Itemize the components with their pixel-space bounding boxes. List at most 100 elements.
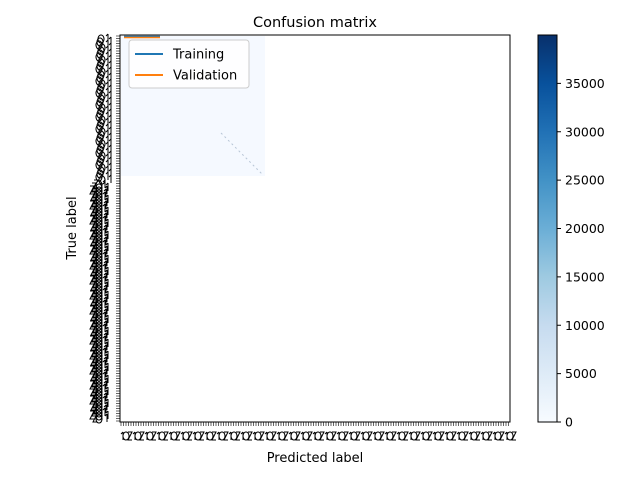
overlapping-tick-glyph	[98, 79, 106, 89]
colorbar-tick-label: 15000	[565, 269, 605, 284]
overlapping-tick-glyph	[98, 55, 106, 65]
overlapping-tick-glyph	[95, 372, 103, 382]
overlapping-tick-glyph	[98, 43, 106, 53]
overlapping-tick-glyph	[95, 273, 103, 283]
overlapping-tick-glyph	[326, 431, 334, 441]
overlapping-tick-glyph	[95, 282, 103, 292]
overlapping-tick-glyph	[95, 408, 103, 418]
overlapping-tick-glyph	[102, 395, 106, 404]
overlapping-tick-glyph	[98, 67, 106, 77]
colorbar-tick-label: 30000	[565, 124, 605, 139]
overlapping-tick-glyph	[95, 201, 103, 211]
overlapping-tick-glyph	[103, 260, 107, 269]
y-tick-labels	[89, 33, 120, 424]
overlapping-tick-glyph	[175, 431, 181, 441]
overlapping-tick-glyph	[102, 239, 106, 248]
overlapping-tick-glyph	[102, 383, 106, 392]
overlapping-tick-glyph	[211, 431, 217, 441]
overlapping-tick-glyph	[95, 225, 103, 235]
legend: Training Validation	[128, 39, 250, 89]
overlapping-tick-glyph	[95, 366, 103, 376]
overlapping-tick-glyph	[95, 375, 103, 385]
overlapping-tick-glyph	[105, 230, 109, 239]
overlapping-tick-glyph	[97, 166, 105, 176]
overlapping-tick-glyph	[104, 221, 108, 230]
overlapping-tick-glyph	[105, 194, 109, 203]
overlapping-tick-glyph	[90, 356, 96, 366]
overlapping-tick-glyph	[247, 431, 253, 441]
overlapping-tick-glyph	[104, 209, 108, 218]
overlapping-tick-glyph	[95, 246, 103, 256]
overlapping-tick-glyph	[95, 204, 103, 214]
overlapping-tick-glyph	[105, 254, 109, 263]
overlapping-tick-glyph	[98, 127, 106, 137]
overlapping-tick-glyph	[95, 309, 103, 319]
overlapping-tick-glyph	[105, 242, 109, 251]
overlapping-tick-glyph	[95, 288, 103, 298]
overlapping-tick-glyph	[95, 231, 103, 241]
overlapping-tick-glyph	[90, 281, 96, 291]
overlapping-tick-glyph	[96, 97, 104, 107]
overlapping-tick-glyph	[102, 191, 106, 200]
colorbar-ticks: 0 5000 10000 15000 20000 25000 30000 35000	[557, 76, 605, 430]
overlapping-tick-glyph	[463, 431, 469, 441]
overlapping-tick-glyph	[103, 320, 107, 329]
overlapping-tick-glyph	[95, 357, 103, 367]
overlapping-tick-glyph	[103, 200, 107, 209]
overlapping-tick-glyph	[95, 207, 103, 217]
overlapping-tick-glyph	[95, 219, 103, 229]
overlapping-tick-glyph	[506, 431, 514, 441]
overlapping-tick-glyph	[95, 315, 103, 325]
overlapping-tick-glyph	[95, 411, 103, 421]
overlapping-tick-glyph	[379, 431, 385, 441]
overlapping-tick-glyph	[95, 399, 103, 409]
overlapping-tick-glyph	[90, 221, 96, 231]
overlapping-tick-glyph	[95, 321, 103, 331]
overlapping-tick-glyph	[367, 431, 373, 441]
overlapping-tick-glyph	[104, 185, 108, 194]
overlapping-tick-glyph	[104, 233, 108, 242]
overlapping-tick-glyph	[103, 308, 107, 317]
overlapping-tick-glyph	[499, 431, 505, 441]
overlapping-tick-glyph	[95, 297, 103, 307]
overlapping-tick-glyph	[95, 312, 103, 322]
overlapping-tick-glyph	[374, 431, 382, 441]
overlapping-tick-glyph	[95, 402, 103, 412]
overlapping-tick-glyph	[98, 115, 106, 125]
overlapping-tick-glyph	[482, 431, 490, 441]
overlapping-tick-glyph	[403, 431, 409, 441]
overlapping-tick-glyph	[95, 243, 103, 253]
overlapping-tick-glyph	[290, 431, 298, 441]
overlapping-tick-glyph	[104, 245, 108, 254]
overlapping-tick-glyph	[95, 249, 103, 259]
x-axis-label: Predicted label	[267, 451, 364, 466]
overlapping-tick-glyph	[487, 431, 493, 441]
overlapping-tick-glyph	[350, 431, 358, 441]
overlapping-tick-glyph	[104, 401, 108, 410]
overlapping-tick-glyph	[102, 371, 106, 380]
overlapping-tick-glyph	[102, 227, 106, 236]
overlapping-tick-glyph	[90, 401, 96, 411]
overlapping-tick-glyph	[89, 275, 95, 285]
colorbar-tick-label: 10000	[565, 318, 605, 333]
overlapping-tick-glyph	[108, 174, 112, 183]
overlapping-tick-glyph	[89, 335, 95, 345]
overlapping-tick-glyph	[102, 263, 106, 272]
overlapping-tick-glyph	[422, 431, 430, 441]
overlapping-tick-glyph	[104, 341, 108, 350]
overlapping-tick-glyph	[439, 431, 445, 441]
overlapping-tick-glyph	[102, 179, 106, 188]
overlapping-tick-glyph	[95, 318, 103, 328]
overlapping-tick-glyph	[103, 356, 107, 365]
overlapping-tick-glyph	[254, 431, 262, 441]
overlapping-tick-glyph	[95, 195, 103, 205]
overlapping-tick-glyph	[95, 279, 103, 289]
overlapping-tick-glyph	[105, 206, 109, 215]
overlapping-tick-glyph	[331, 431, 337, 441]
overlapping-tick-glyph	[95, 180, 103, 190]
overlapping-tick-glyph	[103, 284, 107, 293]
overlapping-tick-glyph	[398, 431, 406, 441]
overlapping-tick-glyph	[95, 261, 103, 271]
overlapping-tick-glyph	[89, 410, 95, 420]
overlapping-tick-glyph	[90, 251, 96, 261]
